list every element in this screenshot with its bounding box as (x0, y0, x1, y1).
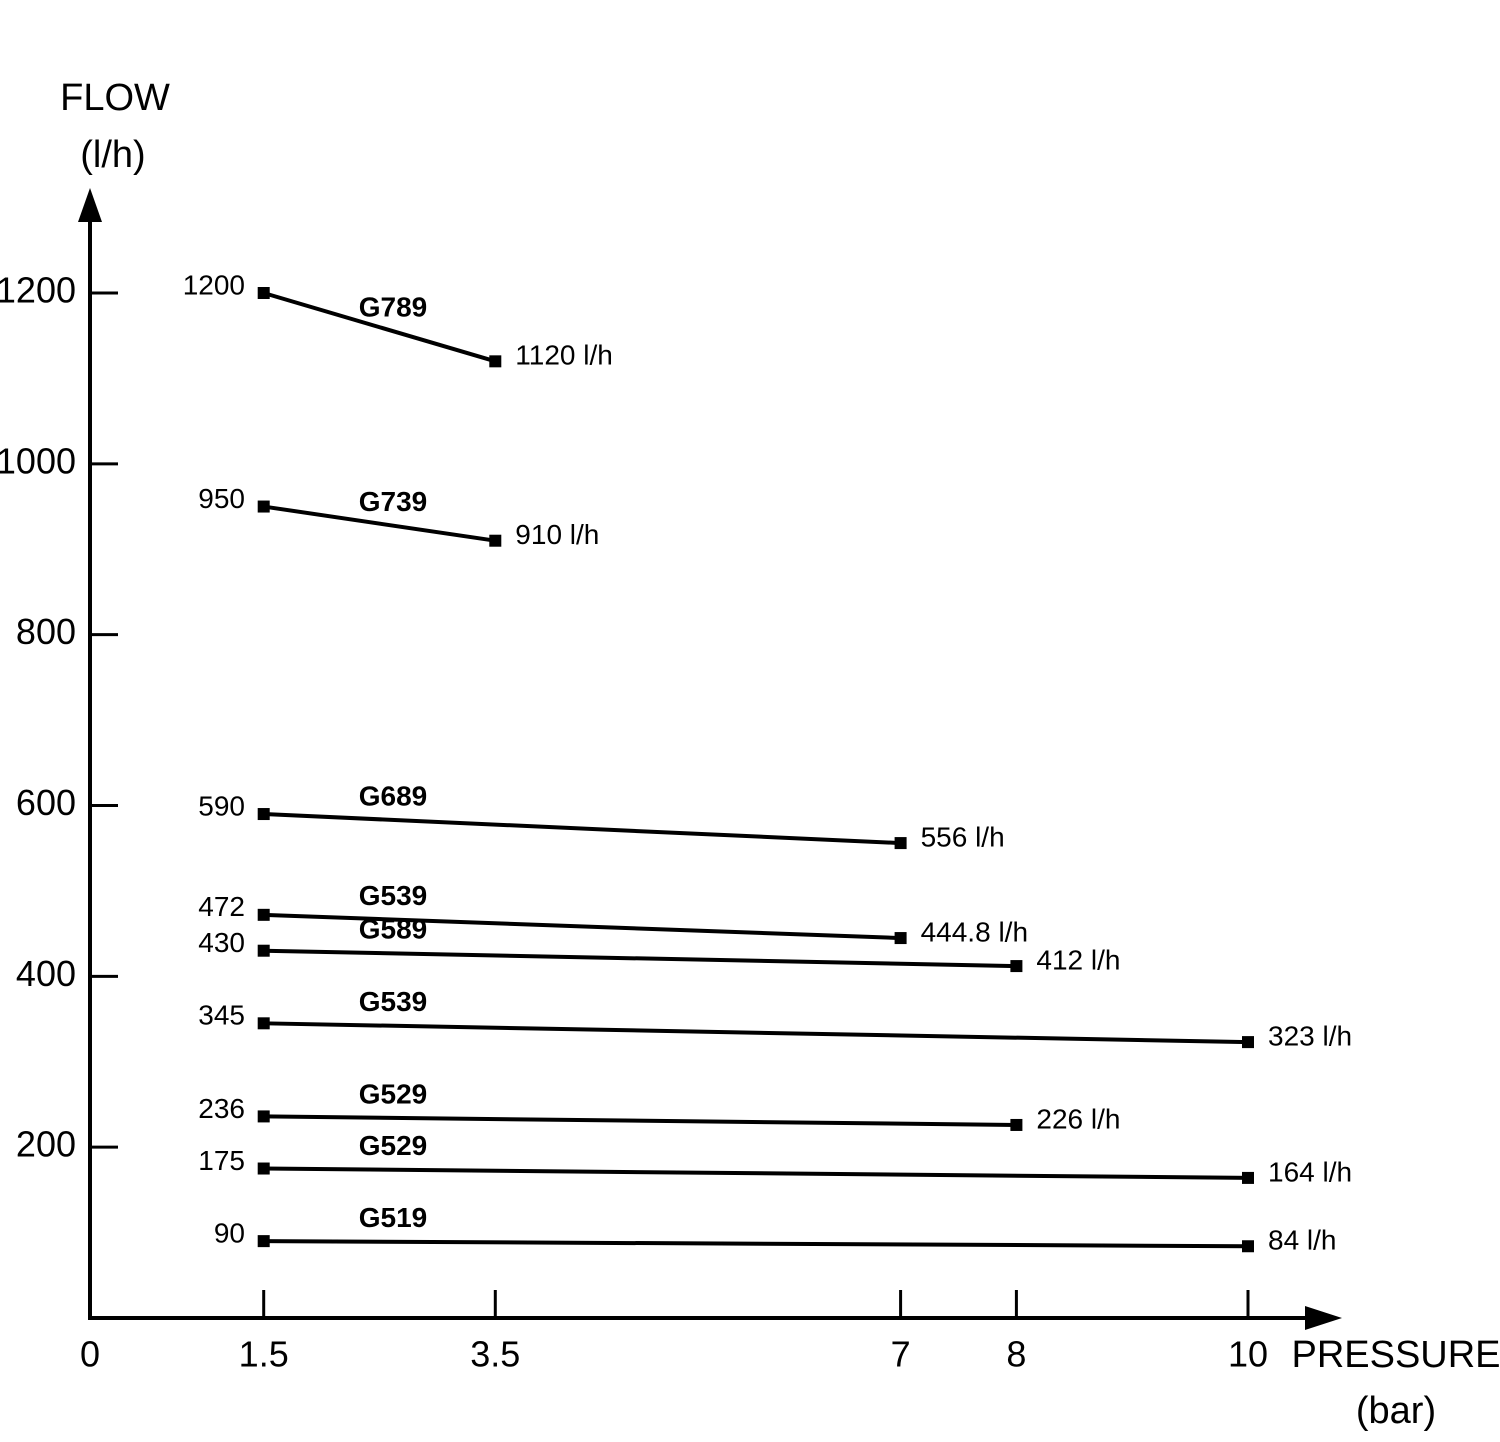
x-tick-label: 10 (1228, 1334, 1268, 1375)
point-marker (257, 287, 270, 299)
series-line (263, 1239, 1249, 1249)
end-value-label: 84 l/h (1268, 1225, 1337, 1256)
y-tick-label: 800 (16, 611, 76, 652)
series-name: G539 (359, 880, 428, 911)
point-marker (1242, 1036, 1254, 1049)
series-line (263, 1114, 1017, 1127)
point-marker (257, 1110, 270, 1123)
series-name: G689 (359, 780, 428, 811)
series-name: G529 (359, 1130, 428, 1161)
x-axis-label: PRESSURE (1291, 1334, 1500, 1376)
end-value-label: 910 l/h (515, 519, 599, 550)
series-line (263, 948, 1017, 969)
point-marker (257, 808, 270, 821)
start-value-label: 590 (198, 790, 245, 821)
point-marker (894, 932, 907, 945)
x-tick-label: 7 (891, 1334, 911, 1375)
point-marker (257, 908, 270, 921)
y-tick-label: 200 (16, 1124, 76, 1165)
x-axis-arrow (1305, 1306, 1342, 1330)
point-marker (1242, 1240, 1254, 1253)
series-line (263, 912, 901, 941)
y-axis-arrow (78, 188, 102, 222)
x-axis-label: (bar) (1356, 1390, 1436, 1432)
x-tick-label: 1.5 (239, 1334, 289, 1375)
point-marker (894, 837, 907, 850)
y-tick-label: 400 (16, 953, 76, 994)
y-tick-label: 1000 (0, 440, 76, 481)
point-marker (257, 1162, 270, 1175)
start-value-label: 950 (198, 483, 245, 514)
end-value-label: 444.8 l/h (921, 916, 1028, 947)
series-name: G519 (359, 1202, 428, 1233)
end-value-label: 1120 l/h (515, 340, 613, 371)
series-line (263, 812, 901, 846)
start-value-label: 90 (214, 1218, 245, 1249)
series-name: G589 (359, 914, 428, 945)
point-marker (257, 1017, 270, 1030)
series-name: G539 (359, 986, 428, 1017)
point-marker (489, 355, 502, 368)
end-value-label: 226 l/h (1036, 1103, 1120, 1134)
start-value-label: 430 (198, 927, 245, 958)
point-marker (257, 500, 270, 513)
series-name: G789 (359, 292, 428, 323)
start-value-label: 236 (198, 1093, 245, 1124)
end-value-label: 323 l/h (1268, 1020, 1352, 1051)
x-tick-label: 8 (1006, 1334, 1026, 1375)
point-marker (1010, 1118, 1023, 1131)
series-name: G529 (359, 1078, 428, 1109)
point-marker (1242, 1171, 1254, 1184)
x-tick-label: 3.5 (470, 1334, 520, 1375)
series-line (263, 1166, 1249, 1180)
y-axis-label: (l/h) (80, 134, 145, 176)
y-tick-label: 600 (16, 782, 76, 823)
point-marker (257, 1235, 270, 1248)
start-value-label: 1200 (183, 269, 245, 300)
series-line (263, 291, 496, 364)
point-marker (257, 944, 270, 957)
x-tick-label: 0 (80, 1334, 100, 1375)
point-marker (1010, 960, 1023, 973)
y-tick-label: 1200 (0, 270, 76, 311)
end-value-label: 164 l/h (1268, 1156, 1352, 1187)
start-value-label: 472 (198, 891, 245, 922)
end-value-label: 412 l/h (1036, 944, 1120, 975)
y-axis-label: FLOW (60, 77, 170, 119)
start-value-label: 175 (198, 1145, 245, 1176)
start-value-label: 345 (198, 1000, 245, 1031)
series-name: G739 (359, 486, 428, 517)
series-line (263, 1021, 1249, 1045)
point-marker (489, 534, 502, 547)
series-line (263, 504, 496, 543)
end-value-label: 556 l/h (921, 821, 1005, 852)
